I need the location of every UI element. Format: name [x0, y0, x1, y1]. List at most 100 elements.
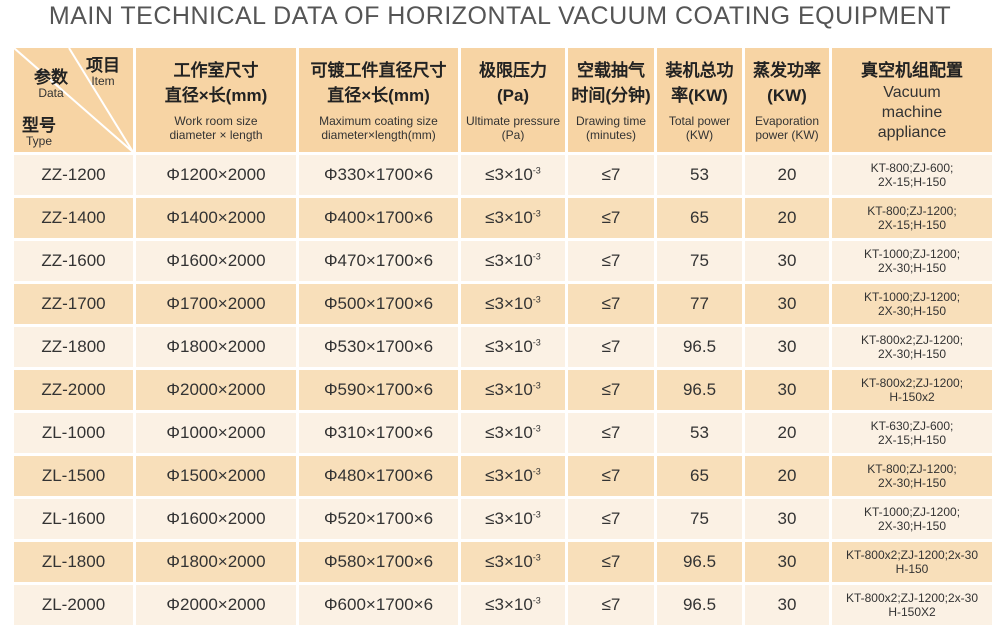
total-power-cell: 96.5	[657, 370, 742, 410]
pressure-base: ≤3×10	[485, 165, 533, 184]
coating-size-cell: Φ580×1700×6	[299, 542, 458, 582]
pressure-exponent: -3	[532, 466, 541, 477]
total-power-cell: 65	[657, 198, 742, 238]
drawing-time-cell: ≤7	[568, 327, 654, 367]
drawing-time-cell: ≤7	[568, 284, 654, 324]
type-cell: ZZ-1800	[14, 327, 133, 367]
config-line: 2X-30;H-150	[877, 347, 947, 361]
pressure-cell: ≤3×10-3	[461, 456, 565, 496]
column-header-room-size: 工作室尺寸 直径×长(mm) Work room size diameter ×…	[136, 48, 296, 152]
config-line: KT-630;ZJ-600;	[870, 419, 954, 433]
header-zh: 直径×长(mm)	[164, 86, 268, 105]
drawing-time-cell: ≤7	[568, 585, 654, 625]
header-en: diameter×length(mm)	[321, 128, 436, 142]
room-size-cell: Φ1800×2000	[136, 542, 296, 582]
config-line: 2X-30;H-150	[877, 261, 947, 275]
corner-data: 参数 Data	[34, 68, 68, 99]
config-line: 2X-30;H-150	[877, 519, 947, 533]
column-header-pressure: 极限压力 (Pa) Ultimate pressure (Pa)	[461, 48, 565, 152]
pressure-base: ≤3×10	[485, 509, 533, 528]
config-line: H-150x2	[889, 390, 935, 404]
vacuum-config-cell: KT-800x2;ZJ-1200; H-150x2	[832, 370, 992, 410]
coating-size-cell: Φ480×1700×6	[299, 456, 458, 496]
total-power-cell: 65	[657, 456, 742, 496]
type-cell: ZZ-1400	[14, 198, 133, 238]
evaporation-power-cell: 20	[745, 198, 829, 238]
config-line: KT-800;ZJ-1200;	[867, 462, 957, 476]
pressure-cell: ≤3×10-3	[461, 499, 565, 539]
pressure-cell: ≤3×10-3	[461, 284, 565, 324]
vacuum-config-cell: KT-800x2;ZJ-1200;2x-30 H-150X2	[832, 585, 992, 625]
total-power-cell: 96.5	[657, 585, 742, 625]
room-size-cell: Φ1600×2000	[136, 499, 296, 539]
header-en: Drawing time	[575, 114, 647, 128]
total-power-cell: 75	[657, 499, 742, 539]
table-row: ZZ-2000 Φ2000×2000 Φ590×1700×6 ≤3×10-3 ≤7 96.…	[14, 370, 992, 410]
type-cell: ZL-1800	[14, 542, 133, 582]
vacuum-config-cell: KT-1000;ZJ-1200; 2X-30;H-150	[832, 499, 992, 539]
room-size-cell: Φ2000×2000	[136, 585, 296, 625]
table-row: ZZ-1700 Φ1700×2000 Φ500×1700×6 ≤3×10-3 ≤7 77 3…	[14, 284, 992, 324]
pressure-cell: ≤3×10-3	[461, 327, 565, 367]
header-zh: 直径×长(mm)	[327, 86, 430, 105]
type-cell: ZZ-1600	[14, 241, 133, 281]
vacuum-config-cell: KT-800;ZJ-1200; 2X-30;H-150	[832, 456, 992, 496]
corner-item-zh: 项目	[86, 56, 120, 75]
room-size-cell: Φ1600×2000	[136, 241, 296, 281]
vacuum-config-cell: KT-630;ZJ-600; 2X-15;H-150	[832, 413, 992, 453]
header-en: Vacuum	[883, 83, 941, 101]
pressure-exponent: -3	[532, 165, 541, 176]
vacuum-config-cell: KT-1000;ZJ-1200; 2X-30;H-150	[832, 241, 992, 281]
header-zh: 可镀工件直径尺寸	[310, 61, 447, 80]
table-row: ZL-1600 Φ1600×2000 Φ520×1700×6 ≤3×10-3 ≤7 75 3…	[14, 499, 992, 539]
header-row: 项目 Item 参数 Data 型号 Type 工作室尺寸 直径×长(mm) W…	[14, 48, 992, 152]
config-line: KT-800x2;ZJ-1200;	[860, 333, 964, 347]
pressure-exponent: -3	[532, 509, 541, 520]
config-line: KT-1000;ZJ-1200;	[863, 247, 961, 261]
header-en: (KW)	[685, 128, 714, 142]
vacuum-config-cell: KT-800x2;ZJ-1200;2x-30 H-150	[832, 542, 992, 582]
config-line: 2X-30;H-150	[877, 476, 947, 490]
pressure-cell: ≤3×10-3	[461, 198, 565, 238]
header-zh: 时间(分钟)	[571, 86, 651, 105]
table-row: ZL-1800 Φ1800×2000 Φ580×1700×6 ≤3×10-3 ≤7 96.…	[14, 542, 992, 582]
drawing-time-cell: ≤7	[568, 542, 654, 582]
spec-table: 项目 Item 参数 Data 型号 Type 工作室尺寸 直径×长(mm) W…	[11, 45, 995, 628]
vacuum-config-cell: KT-1000;ZJ-1200; 2X-30;H-150	[832, 284, 992, 324]
config-line: KT-1000;ZJ-1200;	[863, 290, 961, 304]
type-cell: ZL-1600	[14, 499, 133, 539]
config-line: KT-800;ZJ-600;	[870, 161, 954, 175]
coating-size-cell: Φ530×1700×6	[299, 327, 458, 367]
pressure-base: ≤3×10	[485, 595, 533, 614]
coating-size-cell: Φ400×1700×6	[299, 198, 458, 238]
room-size-cell: Φ1700×2000	[136, 284, 296, 324]
header-zh: (Pa)	[496, 86, 530, 105]
header-en: Work room size	[174, 114, 258, 128]
header-en: machine	[881, 103, 943, 121]
table-row: ZL-2000 Φ2000×2000 Φ600×1700×6 ≤3×10-3 ≤7 96.…	[14, 585, 992, 625]
total-power-cell: 77	[657, 284, 742, 324]
table-row: ZL-1000 Φ1000×2000 Φ310×1700×6 ≤3×10-3 ≤7 53 2…	[14, 413, 992, 453]
type-cell: ZL-2000	[14, 585, 133, 625]
pressure-exponent: -3	[532, 294, 541, 305]
corner-data-en: Data	[38, 86, 64, 100]
total-power-cell: 75	[657, 241, 742, 281]
pressure-exponent: -3	[532, 595, 541, 606]
corner-type-en: Type	[25, 134, 52, 148]
header-zh: 蒸发功率	[753, 61, 821, 80]
config-line: 2X-30;H-150	[877, 304, 947, 318]
pressure-cell: ≤3×10-3	[461, 370, 565, 410]
vacuum-config-cell: KT-800;ZJ-600; 2X-15;H-150	[832, 155, 992, 195]
config-line: H-150X2	[888, 605, 936, 619]
evaporation-power-cell: 30	[745, 542, 829, 582]
table-row: ZL-1500 Φ1500×2000 Φ480×1700×6 ≤3×10-3 ≤7 65 2…	[14, 456, 992, 496]
drawing-time-cell: ≤7	[568, 456, 654, 496]
header-en: Total power	[668, 114, 731, 128]
evaporation-power-cell: 30	[745, 499, 829, 539]
corner-item: 项目 Item	[86, 56, 120, 87]
vacuum-config-cell: KT-800x2;ZJ-1200; 2X-30;H-150	[832, 327, 992, 367]
pressure-exponent: -3	[532, 337, 541, 348]
pressure-cell: ≤3×10-3	[461, 155, 565, 195]
total-power-cell: 96.5	[657, 327, 742, 367]
header-zh: 工作室尺寸	[173, 61, 259, 80]
